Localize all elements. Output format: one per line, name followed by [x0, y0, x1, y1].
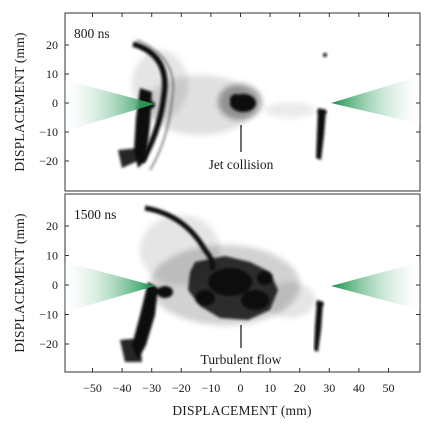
- y-axis-ticks-top: 20 10 0 −10 −20: [39, 38, 420, 168]
- y-top-tick-label: −10: [39, 125, 58, 139]
- bottom-annotation-label: Turbulent flow: [201, 352, 282, 367]
- y-top-tick-label: −20: [39, 154, 58, 168]
- x-tick-label: −30: [142, 381, 161, 395]
- x-axis-ticks: −50 −40 −30 −20 −10 0 10 20 30 40 50: [83, 13, 395, 395]
- top-time-label: 800 ns: [74, 26, 110, 41]
- bottom-right-jet-cone: [331, 262, 420, 310]
- y-top-tick-label: 0: [52, 96, 58, 110]
- x-tick-label: 50: [383, 381, 395, 395]
- y-axis-ticks-bottom: 20 10 0 −10 −20: [39, 219, 420, 351]
- x-tick-label: −10: [202, 381, 221, 395]
- bottom-time-label: 1500 ns: [74, 207, 116, 222]
- x-axis-title: DISPLACEMENT (mm): [172, 403, 311, 418]
- bottom-left-jet-cone: [65, 262, 155, 312]
- x-tick-label: −40: [113, 381, 132, 395]
- x-tick-label: 0: [238, 381, 244, 395]
- y-bottom-tick-label: 10: [46, 249, 58, 263]
- x-tick-label: 40: [353, 381, 365, 395]
- y-axis-title-top: DISPLACEMENT (mm): [12, 32, 27, 171]
- x-tick-label: −20: [172, 381, 191, 395]
- bottom-panel: 1500 ns Turbulent flow: [64, 193, 421, 373]
- y-bottom-tick-label: 20: [46, 219, 58, 233]
- top-jet-collision-blob: [230, 94, 256, 112]
- top-right-nozzle-plume: [316, 53, 327, 160]
- top-shock-arc: [132, 39, 175, 171]
- x-tick-label: −50: [83, 381, 102, 395]
- x-tick-label: 10: [264, 381, 276, 395]
- top-annotation-label: Jet collision: [209, 157, 274, 172]
- top-left-jet-cone: [65, 80, 155, 131]
- x-tick-label: 30: [323, 381, 335, 395]
- y-top-tick-label: 10: [46, 67, 58, 81]
- x-tick-label: 20: [294, 381, 306, 395]
- top-panel: 800 ns Jet collision: [64, 12, 421, 192]
- y-bottom-tick-label: −20: [39, 337, 58, 351]
- y-axis-title-bottom: DISPLACEMENT (mm): [12, 213, 27, 352]
- bottom-right-nozzle-plume: [314, 300, 324, 352]
- bottom-left-nozzle-plume: [120, 282, 173, 362]
- y-bottom-tick-label: 0: [52, 278, 58, 292]
- y-top-tick-label: 20: [46, 38, 58, 52]
- top-right-jet-cone: [331, 76, 420, 124]
- bottom-turbulent-mass: [188, 256, 278, 320]
- y-bottom-tick-label: −10: [39, 308, 58, 322]
